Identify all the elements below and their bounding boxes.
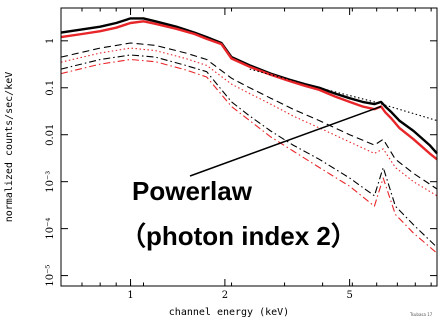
series-line-4 xyxy=(60,47,438,197)
x-tick-label-3: 5 xyxy=(346,290,352,301)
y-tick-label-2: 0.1 xyxy=(45,80,56,96)
x-tick-label-2: 2 xyxy=(222,290,228,301)
annotation-line-2: （photon index 2） xyxy=(120,221,357,251)
x-tick-label-1: 1 xyxy=(127,290,133,301)
y-axis-title: normalized counts/sec/keV xyxy=(4,72,15,223)
series-layer xyxy=(60,17,438,254)
annotation-arrow xyxy=(189,105,382,177)
plot-frame xyxy=(60,7,438,287)
y-tick-label-4: 10⁻³ xyxy=(45,171,56,193)
x-axis-title: channel energy (keV) xyxy=(169,307,289,318)
series-line-5 xyxy=(60,54,438,248)
y-tick-label-1: 1 xyxy=(45,38,56,44)
ticks-layer: 1 2 5 1 0.1 0.01 10⁻³ 10⁻⁴ 10⁻⁵ xyxy=(45,8,437,301)
series-line-3 xyxy=(60,42,438,190)
y-tick-label-6: 10⁻⁵ xyxy=(45,265,56,287)
credit-text: Tsubasa 17 xyxy=(409,312,433,317)
annotation-line-1: Powerlaw xyxy=(132,176,253,206)
y-tick-label-3: 0.01 xyxy=(45,124,56,146)
series-line-6 xyxy=(60,58,438,254)
series-line-7 xyxy=(249,68,438,122)
y-tick-label-5: 10⁻⁴ xyxy=(45,218,56,240)
series-line-2 xyxy=(60,20,438,161)
